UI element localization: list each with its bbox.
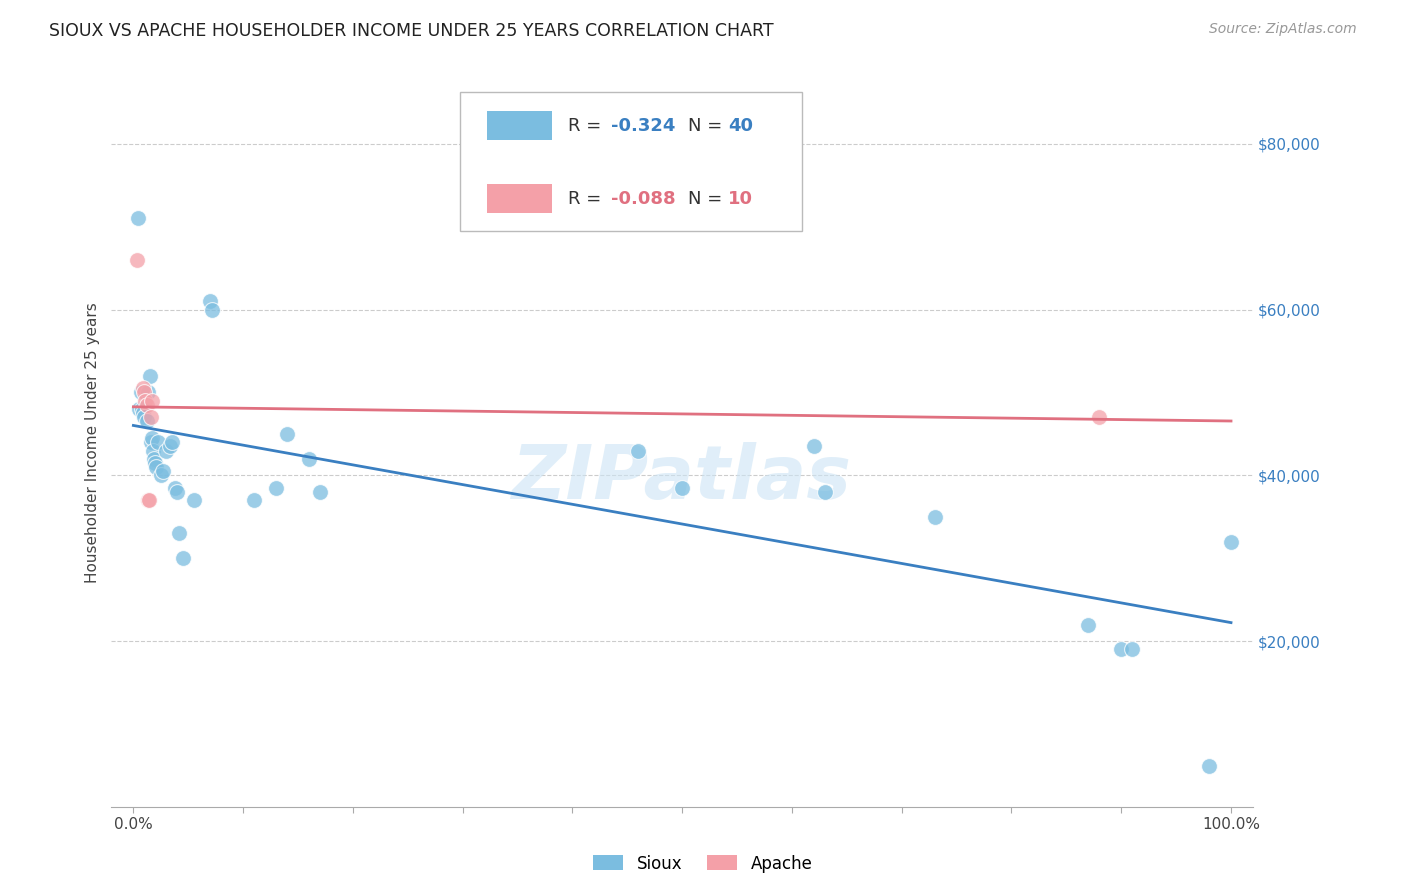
- Point: [143, 451, 166, 466]
- Text: R =: R =: [568, 189, 607, 208]
- Text: 40: 40: [728, 117, 752, 135]
- Point: [1109, 642, 1132, 657]
- Point: [145, 460, 167, 475]
- Point: [243, 493, 266, 508]
- Point: [200, 294, 222, 309]
- Point: [139, 410, 162, 425]
- Point: [1220, 534, 1243, 549]
- Point: [803, 439, 825, 453]
- Point: [201, 302, 224, 317]
- Point: [627, 443, 650, 458]
- Point: [143, 456, 166, 470]
- Point: [671, 481, 693, 495]
- Point: [1088, 410, 1111, 425]
- Point: [135, 398, 157, 412]
- Point: [160, 435, 183, 450]
- Legend: Sioux, Apache: Sioux, Apache: [586, 848, 820, 880]
- Point: [166, 485, 188, 500]
- Point: [128, 402, 150, 417]
- Point: [264, 481, 287, 495]
- Point: [309, 485, 332, 500]
- Point: [134, 393, 156, 408]
- Point: [146, 435, 169, 450]
- Point: [125, 252, 148, 267]
- Text: -0.324: -0.324: [612, 117, 676, 135]
- Point: [183, 493, 205, 508]
- Point: [139, 368, 162, 383]
- Point: [172, 551, 194, 566]
- Text: 10: 10: [728, 189, 752, 208]
- Point: [131, 402, 153, 417]
- Point: [149, 468, 172, 483]
- Text: N =: N =: [688, 117, 728, 135]
- Point: [141, 431, 163, 445]
- Point: [169, 526, 191, 541]
- Point: [155, 443, 177, 458]
- Point: [924, 509, 946, 524]
- Text: Source: ZipAtlas.com: Source: ZipAtlas.com: [1209, 22, 1357, 37]
- Point: [135, 415, 157, 429]
- FancyBboxPatch shape: [486, 111, 553, 140]
- Point: [138, 493, 160, 508]
- Point: [159, 439, 181, 453]
- Point: [136, 493, 159, 508]
- Y-axis label: Householder Income Under 25 years: Householder Income Under 25 years: [86, 301, 100, 582]
- Text: R =: R =: [568, 117, 607, 135]
- Point: [127, 211, 149, 226]
- Point: [152, 464, 174, 478]
- Text: -0.088: -0.088: [612, 189, 676, 208]
- Text: ZIPatlas: ZIPatlas: [512, 442, 852, 516]
- Point: [136, 385, 159, 400]
- FancyBboxPatch shape: [460, 92, 801, 231]
- Point: [1077, 617, 1099, 632]
- Point: [1198, 758, 1220, 772]
- Point: [134, 410, 156, 425]
- Point: [132, 406, 155, 420]
- Point: [298, 451, 321, 466]
- FancyBboxPatch shape: [486, 184, 553, 213]
- Point: [814, 485, 837, 500]
- Point: [129, 385, 152, 400]
- Point: [276, 426, 298, 441]
- Text: N =: N =: [688, 189, 728, 208]
- Point: [142, 443, 165, 458]
- Point: [132, 381, 155, 395]
- Point: [1121, 642, 1143, 657]
- Point: [134, 385, 156, 400]
- Text: SIOUX VS APACHE HOUSEHOLDER INCOME UNDER 25 YEARS CORRELATION CHART: SIOUX VS APACHE HOUSEHOLDER INCOME UNDER…: [49, 22, 773, 40]
- Point: [165, 481, 187, 495]
- Point: [139, 435, 162, 450]
- Point: [141, 393, 163, 408]
